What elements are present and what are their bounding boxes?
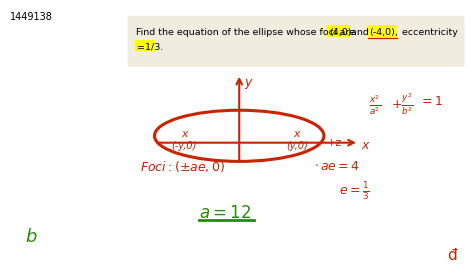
Text: x: x [361, 139, 368, 152]
Text: (4,0): (4,0) [329, 28, 351, 36]
Text: Find the equation of the ellipse whose foci are: Find the equation of the ellipse whose f… [136, 28, 357, 36]
Text: y: y [244, 76, 252, 89]
Text: x: x [181, 129, 188, 139]
FancyBboxPatch shape [128, 16, 465, 67]
Text: (y,0): (y,0) [286, 141, 308, 151]
Text: (-y,0): (-y,0) [172, 141, 197, 151]
Text: +z: +z [327, 138, 342, 148]
FancyBboxPatch shape [367, 25, 397, 37]
FancyBboxPatch shape [328, 25, 350, 37]
Text: x: x [294, 129, 301, 139]
Text: $+\frac{y^2}{b^2}$: $+\frac{y^2}{b^2}$ [391, 92, 414, 117]
Text: $=1$: $=1$ [419, 95, 443, 109]
Text: (-4,0),: (-4,0), [369, 28, 398, 36]
Text: b: b [25, 228, 36, 246]
Text: =1/3.: =1/3. [137, 42, 163, 51]
Text: $\frac{x^2}{a^2}$: $\frac{x^2}{a^2}$ [369, 93, 381, 117]
Text: and: and [351, 28, 372, 36]
Text: $\cdot \,ae=4$: $\cdot \,ae=4$ [314, 160, 360, 173]
Text: 1449138: 1449138 [10, 12, 53, 22]
Text: $Foci:(±ae,0)$: $Foci:(±ae,0)$ [139, 159, 225, 174]
Text: $e=\frac{1}{3}$: $e=\frac{1}{3}$ [339, 180, 370, 202]
FancyBboxPatch shape [135, 40, 155, 51]
Text: $a=12$: $a=12$ [200, 204, 252, 222]
Text: eccentricity: eccentricity [399, 28, 457, 36]
Text: đ: đ [447, 248, 456, 263]
